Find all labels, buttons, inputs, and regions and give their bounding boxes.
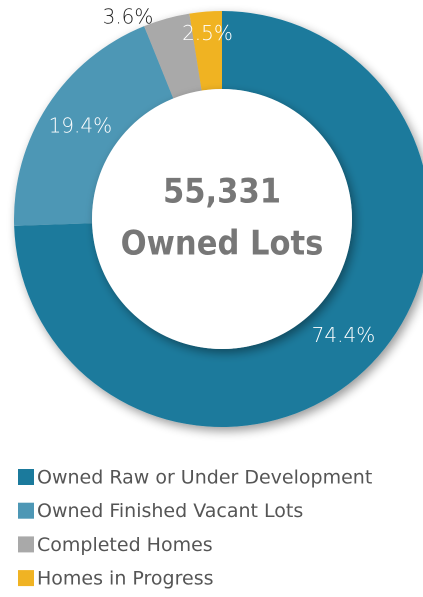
slice-label: 74.4% — [312, 323, 376, 347]
donut-slice — [189, 11, 222, 91]
legend-label: Homes in Progress — [37, 568, 214, 590]
legend-swatch — [18, 469, 34, 485]
slice-label: 19.4% — [49, 113, 113, 137]
center-value: 55,331 — [163, 172, 281, 212]
slice-label: 2.5% — [182, 21, 233, 45]
legend-swatch — [18, 570, 34, 587]
legend-swatch — [18, 536, 34, 553]
legend-label: Owned Raw or Under Development — [37, 467, 372, 489]
donut-slice — [14, 11, 423, 427]
slice-label: 3.6% — [103, 5, 154, 29]
legend-label: Completed Homes — [37, 534, 213, 556]
center-label: Owned Lots — [121, 224, 324, 264]
legend-swatch — [18, 502, 34, 519]
donut — [14, 11, 423, 427]
legend-label: Owned Finished Vacant Lots — [37, 500, 303, 522]
donut-slice — [14, 26, 174, 226]
donut-hole — [92, 89, 352, 349]
donut-slice — [144, 13, 202, 99]
